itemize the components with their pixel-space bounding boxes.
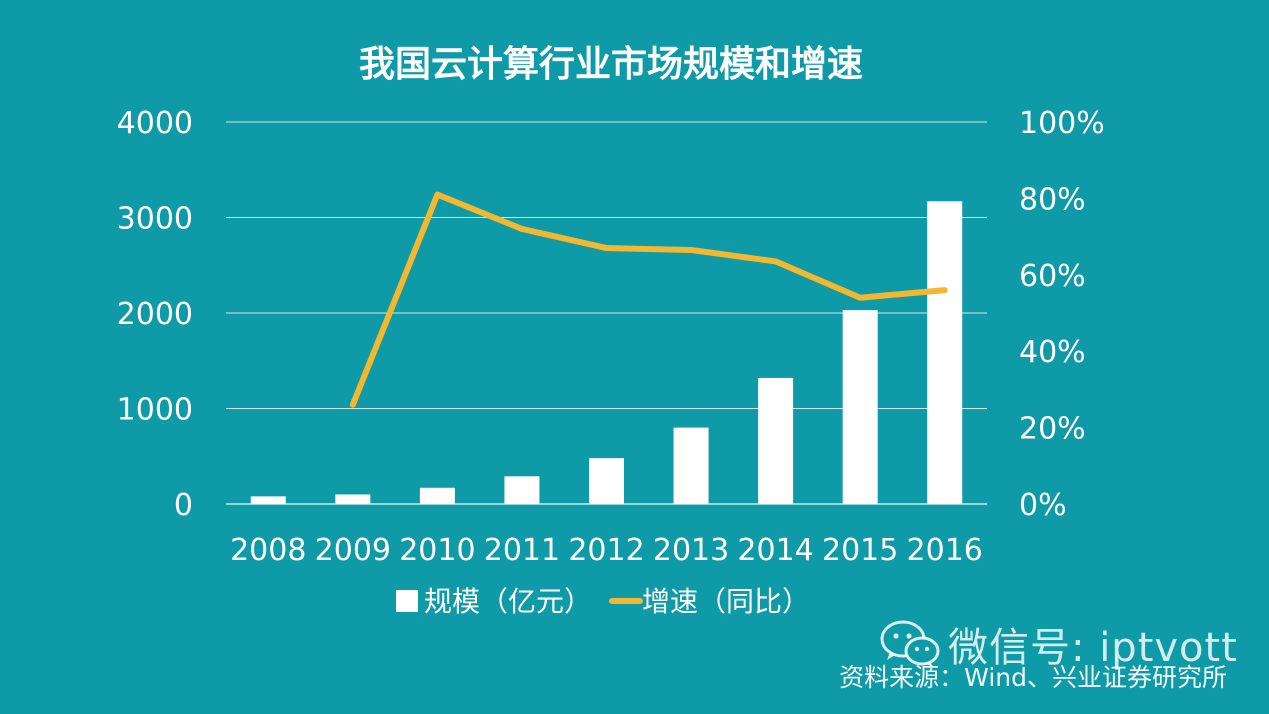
legend-swatch-bar — [396, 590, 418, 612]
bar — [673, 427, 709, 504]
bar — [504, 476, 540, 504]
growth-point — [859, 297, 861, 299]
y2-tick-label: 60% — [1019, 259, 1086, 294]
bar — [419, 487, 455, 504]
growth-point — [944, 289, 946, 291]
bar — [758, 377, 794, 504]
growth-point — [775, 260, 777, 262]
chart-title: 我国云计算行业市场规模和增速 — [359, 44, 863, 85]
growth-point — [352, 404, 354, 406]
y-tick-label: 4000 — [117, 106, 193, 141]
x-tick-label: 2011 — [484, 533, 560, 568]
y2-tick-label: 80% — [1019, 182, 1086, 217]
x-tick-label: 2010 — [399, 533, 475, 568]
legend-label-line: 增速（同比） — [642, 585, 810, 618]
x-tick-label: 2016 — [907, 533, 983, 568]
growth-point — [606, 247, 607, 249]
x-tick-label: 2014 — [737, 533, 813, 568]
bar — [842, 310, 878, 504]
y-tick-label: 0 — [174, 488, 193, 523]
y2-tick-label: 100% — [1019, 106, 1105, 141]
y2-tick-label: 0% — [1019, 488, 1067, 523]
growth-point — [436, 194, 438, 196]
x-tick-label: 2013 — [653, 533, 729, 568]
x-tick-label: 2008 — [230, 533, 306, 568]
y2-tick-label: 40% — [1019, 335, 1086, 370]
growth-point — [690, 249, 692, 251]
x-tick-label: 2009 — [315, 533, 391, 568]
x-tick-label: 2015 — [822, 533, 898, 568]
growth-line — [349, 191, 948, 408]
wechat-icon — [880, 620, 940, 668]
growth-point — [521, 228, 523, 230]
x-tick-label: 2012 — [568, 533, 644, 568]
legend-label-bar: 规模（亿元） — [424, 585, 592, 618]
watermark-text: 微信号: iptvott — [948, 625, 1238, 671]
y-tick-label: 1000 — [117, 393, 193, 428]
y2-tick-label: 20% — [1019, 412, 1086, 447]
y-tick-label: 3000 — [117, 202, 193, 237]
bar — [335, 494, 371, 504]
source-note: 资料来源：Wind、兴业证券研究所 — [839, 663, 1227, 692]
y-tick-label: 2000 — [117, 297, 193, 332]
bar — [250, 496, 286, 504]
bar — [927, 201, 963, 504]
watermark: 微信号: iptvott — [878, 616, 1238, 672]
bar — [589, 458, 624, 504]
